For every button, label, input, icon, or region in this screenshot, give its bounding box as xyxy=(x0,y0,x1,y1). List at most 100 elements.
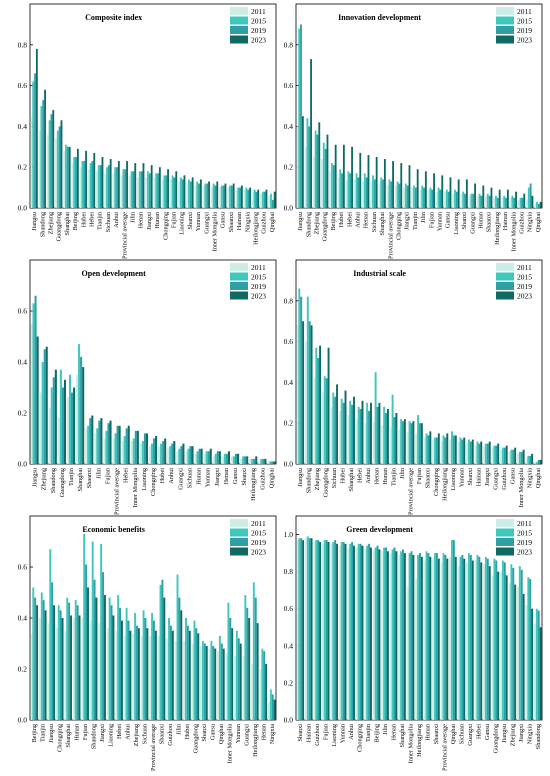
bar-2019-liaoning xyxy=(334,540,337,720)
x-tick-label: Guangdong xyxy=(59,467,66,497)
bar-2011-hebei xyxy=(87,169,90,208)
x-tick-label: Jilin xyxy=(175,723,182,735)
x-tick-label: Ningxia xyxy=(527,212,534,232)
y-tick-label: 0.0 xyxy=(284,460,294,469)
x-tick-label: Gansu xyxy=(220,211,227,228)
bar-2015-yunnan xyxy=(459,437,462,464)
bar-2015-shanxi xyxy=(298,538,301,720)
x-tick-label: Qinghai xyxy=(535,468,542,489)
bar-2023-guangxi xyxy=(497,443,500,464)
bar-2023-shaanxi xyxy=(429,431,432,464)
x-tick-label: Shandong xyxy=(306,467,313,493)
bar-2011-shanghai xyxy=(378,183,381,208)
bar-2011-anhui xyxy=(353,179,356,208)
bar-2011-qinghai xyxy=(533,461,536,464)
bar-2011-shandong xyxy=(533,623,536,720)
x-tick-label: Shaanxi xyxy=(228,212,235,233)
bar-2023-gansu xyxy=(514,447,517,464)
bar-2011-hebei xyxy=(115,630,118,720)
bar-2023-shanxi xyxy=(246,456,249,464)
bar-2015-guizhou xyxy=(260,458,263,464)
bar-2011-heilongjiang xyxy=(251,191,254,208)
bar-2019-jilin xyxy=(423,187,425,208)
bar-2015-guizhou xyxy=(501,447,504,464)
bar-2019-guangxi xyxy=(472,193,475,208)
legend-swatch-2023 xyxy=(496,291,514,300)
bar-2019-guizhou xyxy=(169,625,172,720)
bar-2011-jiangxi xyxy=(145,177,148,208)
bar-2011-ningxia xyxy=(526,199,528,208)
bar-2011-shaanxi xyxy=(227,187,230,208)
bar-2015-heilongjiang xyxy=(442,435,445,464)
x-tick-label: Guangdong xyxy=(192,723,199,753)
bar-2011-chongqing xyxy=(148,446,151,464)
bar-2015-provincial-average xyxy=(388,179,391,208)
bar-2015-jiangxi xyxy=(518,566,521,720)
bar-2011-hainan xyxy=(501,197,504,208)
x-tick-label: Tianjin xyxy=(412,211,419,230)
x-tick-label: Guizhou xyxy=(261,211,268,234)
bar-2015-anhui xyxy=(349,543,352,720)
bar-2019-anhui xyxy=(351,541,354,720)
bar-2015-ningxia xyxy=(527,187,530,208)
bar-2015-guangdong xyxy=(56,130,59,208)
x-tick-label: Hunan xyxy=(382,467,389,485)
bar-2019-fujian xyxy=(107,423,110,464)
bar-2019-jiangxi xyxy=(148,173,151,208)
bar-2019-shandong xyxy=(93,579,96,720)
bar-2015-jilin xyxy=(383,547,386,720)
legend-label: 2023 xyxy=(251,292,266,301)
bar-2011-qinghai xyxy=(268,195,271,208)
bar-2023-shandong xyxy=(310,325,313,464)
bar-2019-shaanxi xyxy=(89,418,92,464)
x-tick-label: Guizhou xyxy=(259,467,266,490)
bar-2019-guangxi xyxy=(469,554,472,720)
x-tick-label: Ningxia xyxy=(526,724,533,744)
bar-2015-inner-mongolia xyxy=(408,553,411,720)
x-tick-label: Provincial average xyxy=(150,724,157,771)
bar-2023-qinghai xyxy=(222,648,225,720)
x-tick-label: Chongqing xyxy=(57,723,64,752)
bar-2015-gansu xyxy=(484,556,487,720)
x-tick-label: Inner Mongolia xyxy=(518,468,525,508)
bar-2023-ningxia xyxy=(273,699,276,720)
bar-2011-shaanxi xyxy=(485,195,487,208)
bar-2011-sichuan xyxy=(330,406,333,464)
bar-2019-hubei xyxy=(342,402,345,464)
bar-2023-jilin xyxy=(100,418,103,464)
bar-2019-henan xyxy=(225,453,228,464)
legend-label: 2019 xyxy=(251,282,266,291)
bar-2011-shandong xyxy=(48,407,51,464)
bar-2023-tianjin xyxy=(101,157,104,208)
legend-swatch-2011 xyxy=(496,519,514,527)
legend-label: 2019 xyxy=(517,282,532,291)
bar-2023-zhejiang xyxy=(319,345,322,464)
bar-2015-jiangsu xyxy=(298,28,301,209)
legend-swatch-2011 xyxy=(230,7,248,15)
bar-2023-jiangxi xyxy=(488,441,491,464)
bar-2023-inner-mongolia xyxy=(216,181,219,208)
bar-2011-chongqing xyxy=(394,185,397,208)
bar-2011-jiangxi xyxy=(212,456,215,464)
bar-2019-inner-mongolia xyxy=(520,451,523,464)
bar-2023-tianjin xyxy=(370,547,372,720)
bar-2019-hebei xyxy=(91,161,94,208)
x-tick-label: Shanghai xyxy=(379,212,386,236)
bar-2011-shaanxi xyxy=(157,635,160,720)
bar-2015-zhejiang xyxy=(134,612,137,720)
x-tick-label: Chongqing xyxy=(150,467,157,496)
x-tick-label: Qinghai xyxy=(218,724,225,745)
legend-label: 2019 xyxy=(251,538,266,547)
bar-2011-gansu xyxy=(219,187,221,208)
bar-2023-yunnan xyxy=(199,179,202,208)
bar-2011-liaoning xyxy=(449,439,452,464)
bar-2015-provincial-average xyxy=(151,612,153,720)
x-tick-label: Zhejiang xyxy=(314,211,321,234)
bar-2015-anhui xyxy=(114,167,117,208)
bar-2015-jiangsu xyxy=(298,288,301,464)
bar-2011-jilin xyxy=(419,189,422,208)
bar-2019-qinghai xyxy=(220,643,223,720)
bar-2019-shandong xyxy=(52,377,55,464)
bar-2023-hubei xyxy=(164,438,167,464)
